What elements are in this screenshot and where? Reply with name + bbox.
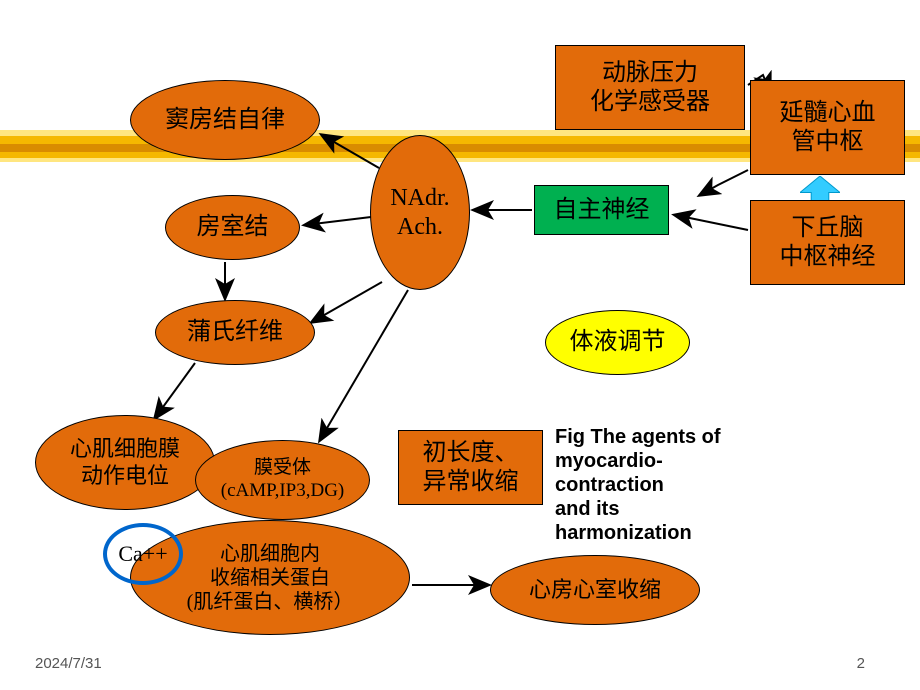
node-ca: Ca++	[103, 523, 183, 585]
node-purkinje: 蒲氏纤维	[155, 300, 315, 365]
arrow-medulla-autonomic	[700, 170, 748, 195]
node-nadr: NAdr. Ach.	[370, 135, 470, 290]
node-receptor: 膜受体 (cAMP,IP3,DG)	[195, 440, 370, 520]
node-contract: 心房心室收缩	[490, 555, 700, 625]
footer-date: 2024/7/31	[35, 655, 102, 672]
node-purkinje-label: 蒲氏纤维	[187, 318, 283, 347]
node-humoral-label: 体液调节	[570, 328, 666, 357]
node-contract-label: 心房心室收缩	[529, 577, 661, 603]
node-membrane: 心肌细胞膜 动作电位	[35, 415, 215, 510]
footer-page: 2	[857, 655, 865, 672]
node-sinus: 窦房结自律	[130, 80, 320, 160]
node-ca-label: Ca++	[118, 541, 167, 567]
arrow-nadr-av	[305, 217, 371, 225]
node-medulla-label: 延髓心血 管中枢	[780, 99, 876, 157]
arrow-nadr-purkinje	[312, 282, 382, 322]
node-nadr-label: NAdr. Ach.	[390, 184, 449, 242]
arrow-purkinje-membrane	[155, 363, 195, 418]
node-baroreceptor: 动脉压力 化学感受器	[555, 45, 745, 130]
arrow-nadr-receptor	[320, 290, 408, 440]
node-autonomic-label: 自主神经	[554, 196, 650, 225]
node-hypothalamus-label: 下丘脑 中枢神经	[780, 214, 876, 272]
node-av-label: 房室结	[197, 213, 269, 242]
node-preload-label: 初长度、 异常收缩	[423, 439, 519, 497]
node-preload: 初长度、 异常收缩	[398, 430, 543, 505]
arrow-hypothalamus-autonomic	[675, 215, 748, 230]
node-receptor-label: 膜受体 (cAMP,IP3,DG)	[221, 457, 345, 503]
node-humoral: 体液调节	[545, 310, 690, 375]
node-medulla: 延髓心血 管中枢	[750, 80, 905, 175]
node-contractile-label: 心肌细胞内 收缩相关蛋白 (肌纤蛋白、横桥）	[187, 542, 354, 614]
slide-canvas: 窦房结自律房室结蒲氏纤维 NAdr. Ach. 心肌细胞膜 动作电位膜受体 (cAM…	[0, 0, 920, 690]
node-baroreceptor-label: 动脉压力 化学感受器	[590, 59, 710, 117]
node-hypothalamus: 下丘脑 中枢神经	[750, 200, 905, 285]
node-av: 房室结	[165, 195, 300, 260]
node-membrane-label: 心肌细胞膜 动作电位	[70, 436, 180, 489]
node-autonomic: 自主神经	[534, 185, 669, 235]
node-sinus-label: 窦房结自律	[165, 106, 285, 135]
figure-caption: Fig The agents of myocardio- contraction…	[555, 425, 721, 545]
